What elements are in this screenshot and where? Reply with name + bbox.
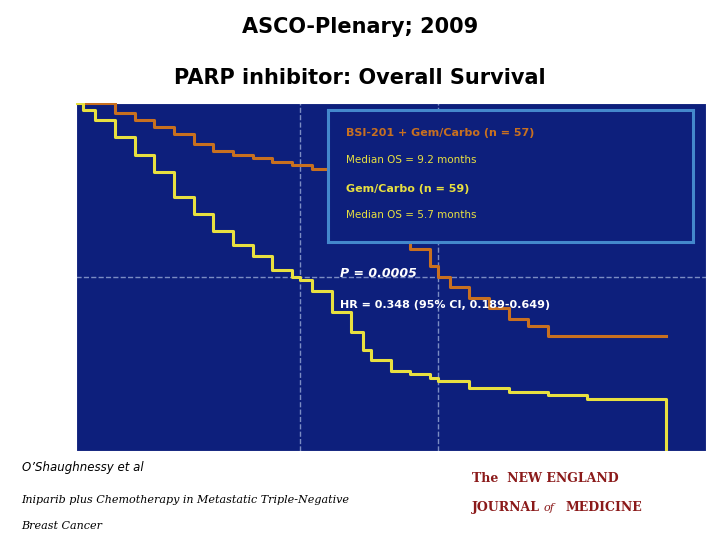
Text: of: of bbox=[544, 503, 554, 514]
X-axis label: OS Months: OS Months bbox=[348, 478, 433, 492]
Text: Breast Cancer: Breast Cancer bbox=[22, 521, 102, 531]
Text: MEDICINE: MEDICINE bbox=[565, 502, 642, 515]
Text: The  NEW ENGLAND: The NEW ENGLAND bbox=[472, 472, 618, 485]
Y-axis label: Survival Probability (%): Survival Probability (%) bbox=[24, 193, 37, 360]
Text: HR = 0.348 (95% CI, 0.189-0.649): HR = 0.348 (95% CI, 0.189-0.649) bbox=[340, 300, 550, 310]
Text: PARP inhibitor: Overall Survival: PARP inhibitor: Overall Survival bbox=[174, 68, 546, 88]
Text: Iniparib plus Chemotherapy in Metastatic Triple-Negative: Iniparib plus Chemotherapy in Metastatic… bbox=[22, 495, 350, 504]
Text: P = 0.0005: P = 0.0005 bbox=[340, 267, 417, 280]
Text: JOURNAL: JOURNAL bbox=[472, 502, 539, 515]
Text: O’Shaughnessy et al: O’Shaughnessy et al bbox=[22, 461, 143, 474]
Text: ASCO-Plenary; 2009: ASCO-Plenary; 2009 bbox=[242, 17, 478, 37]
